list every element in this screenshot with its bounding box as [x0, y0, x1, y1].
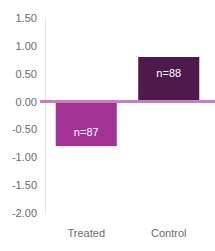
- y-tick: -2.00: [12, 207, 45, 219]
- y-tick-label: -0.50: [12, 123, 37, 135]
- chart: -2.00 -1.50 -1.00 -0.50 0.00 0.50 1.00 1.50 n=87…: [0, 0, 215, 251]
- y-tick-label: -1.00: [12, 151, 37, 163]
- annotation: n=87: [74, 126, 99, 138]
- zero-line: [40, 100, 215, 103]
- annotations: n=87 n=88: [74, 67, 181, 138]
- y-tick: 1.50: [16, 12, 45, 24]
- y-axis: -2.00 -1.50 -1.00 -0.50 0.00 0.50 1.00 1.50: [12, 12, 46, 219]
- y-tick: 0.50: [16, 68, 45, 80]
- x-tick-label: Control: [151, 227, 186, 239]
- x-tick: Treated: [67, 227, 105, 239]
- annotation: n=88: [156, 67, 181, 79]
- bar: [138, 57, 199, 102]
- y-tick: -1.00: [12, 151, 45, 163]
- y-tick-label: 1.50: [16, 12, 37, 24]
- y-axis-line: [45, 19, 46, 214]
- y-tick: 1.00: [16, 40, 45, 52]
- x-axis: Treated Control: [67, 227, 186, 239]
- y-tick-label: -1.50: [12, 179, 37, 191]
- y-tick-label: 0.50: [16, 68, 37, 80]
- y-tick-label: 1.00: [16, 40, 37, 52]
- bar: [56, 102, 117, 147]
- y-tick: -0.50: [12, 123, 45, 135]
- y-tick-label: 0.00: [16, 96, 37, 108]
- x-tick: Control: [151, 227, 186, 239]
- y-tick-label: -2.00: [12, 207, 37, 219]
- y-tick: -1.50: [12, 179, 45, 191]
- x-tick-label: Treated: [67, 227, 105, 239]
